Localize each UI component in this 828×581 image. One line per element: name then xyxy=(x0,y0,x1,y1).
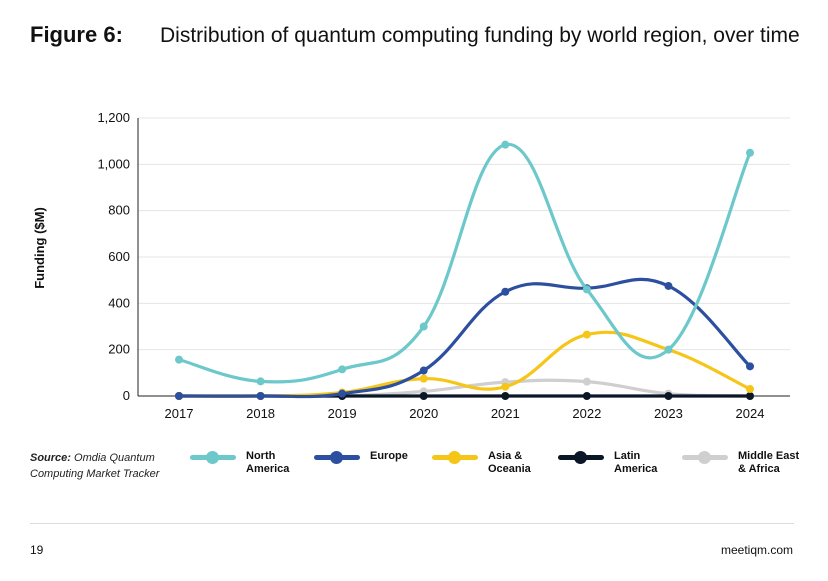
data-point-europe xyxy=(664,281,673,290)
data-point-europe xyxy=(501,287,510,296)
data-point-latin-america xyxy=(501,392,510,400)
series-line-asia-oceania xyxy=(177,330,752,398)
page-number: 19 xyxy=(30,543,44,557)
data-point-asia-oceania xyxy=(419,374,428,383)
y-tick-label: 1,000 xyxy=(97,156,130,171)
x-tick-label: 2024 xyxy=(736,406,765,421)
data-point-latin-america xyxy=(746,392,754,400)
data-point-europe xyxy=(746,362,754,371)
x-axis-ticks: 2017 2018 2019 2020 2021 2022 2023 2024 xyxy=(165,406,765,421)
y-tick-label: 1,200 xyxy=(97,110,130,125)
figure-label: Figure 6: xyxy=(30,22,123,47)
source-label: Source: xyxy=(30,452,71,464)
figure-title: Distribution of quantum computing fundin… xyxy=(160,24,800,47)
data-point-middle-east-africa xyxy=(582,377,591,386)
legend-label-line2: Oceania xyxy=(488,463,531,475)
legend-marker xyxy=(448,451,461,464)
x-tick-label: 2021 xyxy=(491,406,520,421)
source-text: Omdia Quantum Computing Market Tracker xyxy=(30,452,160,480)
y-tick-label: 200 xyxy=(108,342,130,357)
data-point-north-america xyxy=(582,285,591,294)
data-point-asia-oceania xyxy=(582,330,591,339)
y-tick-label: 0 xyxy=(123,388,130,403)
legend-label-line2: & Africa xyxy=(738,463,780,475)
line-chart: 0 200 400 600 800 1,000 1,200 2017 2018 2019 2020… xyxy=(32,110,790,421)
x-tick-label: 2022 xyxy=(572,406,601,421)
legend-marker xyxy=(574,451,587,464)
data-point-latin-america xyxy=(664,392,673,400)
y-tick-label: 400 xyxy=(108,295,130,310)
series-line-europe xyxy=(177,277,752,399)
data-point-asia-oceania xyxy=(501,382,510,391)
legend-label-line2: America xyxy=(246,463,290,475)
x-tick-label: 2018 xyxy=(246,406,275,421)
data-point-north-america xyxy=(419,322,428,331)
data-point-north-america xyxy=(746,148,754,157)
data-point-europe xyxy=(338,389,347,398)
legend-label-line1: Middle East xyxy=(738,450,800,462)
data-point-asia-oceania xyxy=(746,385,754,394)
data-point-north-america xyxy=(664,345,673,354)
y-axis-label: Funding ($M) xyxy=(32,207,47,289)
legend-label-line1: Europe xyxy=(370,450,408,462)
legend-marker xyxy=(330,451,343,464)
legend-marker xyxy=(206,451,219,464)
x-tick-label: 2019 xyxy=(328,406,357,421)
footer-divider xyxy=(30,523,794,524)
chart-grid xyxy=(137,117,790,397)
y-tick-label: 800 xyxy=(108,203,130,218)
data-point-europe xyxy=(419,366,428,375)
data-point-north-america xyxy=(501,140,510,149)
legend-label-line1: Asia & xyxy=(488,450,523,462)
legend-label-line1: Latin xyxy=(614,450,641,462)
chart-series xyxy=(175,140,754,400)
data-point-north-america xyxy=(175,355,183,364)
data-point-latin-america xyxy=(582,392,591,400)
x-tick-label: 2020 xyxy=(409,406,438,421)
y-axis-ticks: 0 200 400 600 800 1,000 1,200 xyxy=(97,110,130,403)
legend-label-line1: North xyxy=(246,450,276,462)
source-note: Source: Omdia Quantum Computing Market T… xyxy=(30,450,180,482)
x-tick-label: 2023 xyxy=(654,406,683,421)
legend-label-line2: America xyxy=(614,463,658,475)
data-point-europe xyxy=(256,392,265,400)
data-point-latin-america xyxy=(419,392,428,400)
legend-marker xyxy=(698,451,711,464)
series-line-north-america xyxy=(177,143,752,384)
data-point-north-america xyxy=(338,365,347,374)
data-point-north-america xyxy=(256,377,265,386)
x-tick-label: 2017 xyxy=(165,406,194,421)
site-url: meetiqm.com xyxy=(720,543,793,557)
y-tick-label: 600 xyxy=(108,249,130,264)
data-point-europe xyxy=(175,392,183,400)
